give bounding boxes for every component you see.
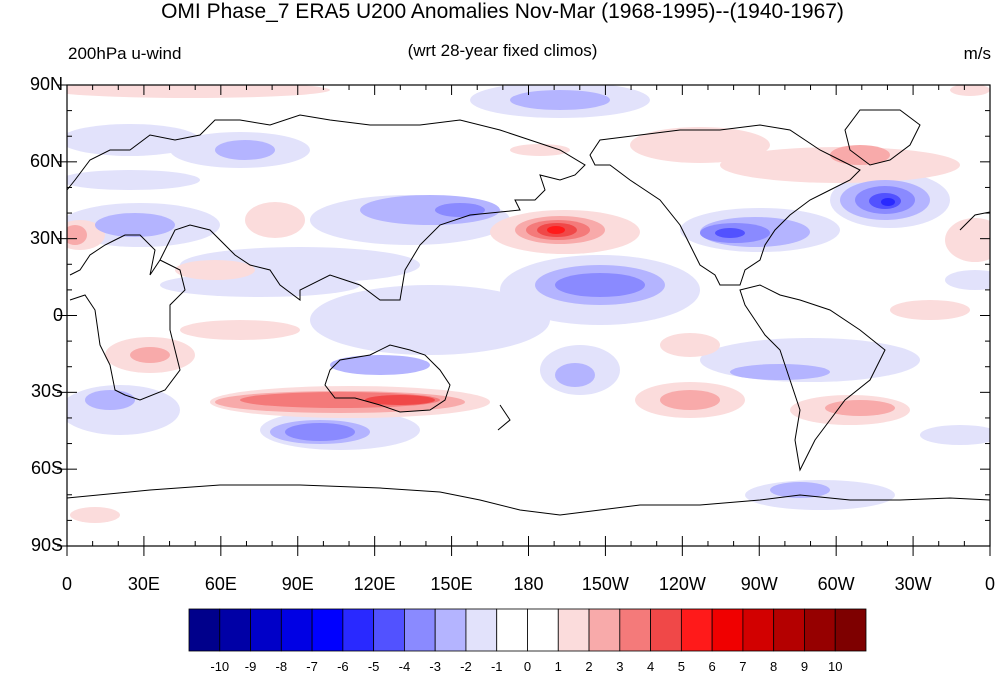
lat-label: 60N	[29, 150, 63, 171]
lat-label: 60S	[30, 458, 63, 479]
colorbar	[188, 608, 867, 652]
colorbar-label: 5	[677, 659, 685, 674]
variable-label: 200hPa u-wind	[68, 44, 182, 63]
colorbar-label: 1	[554, 659, 562, 674]
colorbar-label: 0	[523, 659, 532, 674]
lon-label: 0	[61, 574, 72, 594]
colorbar-swatch	[280, 608, 313, 652]
lon-label: 90E	[281, 574, 314, 594]
colorbar-swatch	[404, 608, 436, 652]
colorbar-swatch	[465, 608, 498, 652]
lon-label: 120W	[658, 574, 706, 594]
colorbar-label: 8	[770, 659, 778, 674]
colorbar-swatch	[434, 608, 467, 652]
coastlines	[67, 109, 990, 516]
colorbar-label: -9	[244, 659, 257, 674]
colorbar-swatch	[804, 608, 836, 652]
units-label: m/s	[963, 44, 991, 63]
colorbar-swatch	[619, 608, 651, 652]
colorbar-label: 3	[616, 659, 624, 674]
colorbar-label: -1	[490, 659, 503, 674]
colorbar-swatch	[834, 608, 867, 652]
lat-label: 90N	[29, 74, 63, 94]
colorbar-swatch	[188, 608, 221, 652]
colorbar-label: -3	[429, 659, 441, 674]
colorbar-label: -2	[460, 659, 472, 674]
subtitle: (wrt 28-year fixed climos)	[407, 41, 598, 60]
colorbar-swatch	[373, 608, 405, 652]
colorbar-swatch	[650, 608, 682, 652]
colorbar-swatch	[773, 608, 805, 652]
colorbar-label: -4	[398, 659, 411, 674]
colorbar-swatch	[588, 608, 621, 652]
colorbar-label: -10	[210, 659, 230, 674]
lat-label: 30N	[29, 227, 63, 248]
lon-label: 30W	[894, 574, 932, 594]
colorbar-label: 10	[827, 659, 843, 674]
colorbar-swatch	[342, 608, 375, 652]
colorbar-swatch	[557, 608, 590, 652]
lon-label: 30E	[127, 574, 160, 594]
lon-label: 90W	[740, 574, 778, 594]
colorbar-swatch	[250, 608, 282, 652]
axis-ticks	[57, 84, 991, 556]
lon-label: 180	[513, 574, 544, 594]
colorbar-label: -7	[306, 659, 318, 674]
colorbar-label: -8	[275, 659, 288, 674]
lat-label: 30S	[30, 381, 63, 402]
lon-label: 0	[984, 574, 995, 594]
lat-label: 0	[52, 304, 63, 325]
colorbar-label: 4	[646, 659, 655, 674]
colorbar-swatch	[680, 608, 713, 652]
colorbar-swatch	[742, 608, 775, 652]
lon-label: 60E	[204, 574, 237, 594]
colorbar-label: 2	[585, 659, 593, 674]
colorbar-swatch	[711, 608, 744, 652]
colorbar-swatch	[219, 608, 251, 652]
colorbar-label: 6	[708, 659, 716, 674]
colorbar-swatch	[311, 608, 344, 652]
colorbar-label: -5	[367, 659, 380, 674]
lon-label: 120E	[353, 574, 396, 594]
lon-label: 150W	[581, 574, 629, 594]
anomaly-fields	[67, 85, 990, 523]
colorbar-label: -6	[337, 659, 349, 674]
lon-label: 60W	[817, 574, 855, 594]
colorbar-label: 9	[800, 659, 809, 674]
colorbar-swatch	[527, 608, 559, 652]
lat-label: 90S	[30, 535, 63, 555]
colorbar-swatch	[496, 608, 528, 652]
colorbar-label: 7	[739, 659, 747, 674]
map-title: OMI Phase_7 ERA5 U200 Anomalies Nov-Mar …	[161, 0, 844, 23]
lon-label: 150E	[430, 574, 473, 594]
